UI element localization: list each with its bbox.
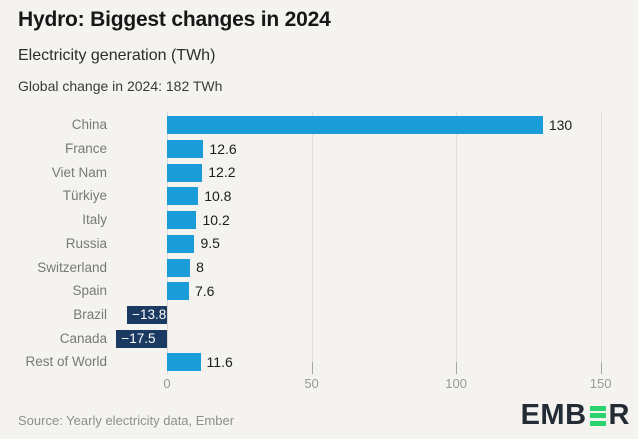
category-label-canada: Canada bbox=[59, 330, 107, 346]
x-axis-tick-100 bbox=[456, 362, 458, 374]
global-change-annotation: Global change in 2024: 182 TWh bbox=[18, 78, 223, 94]
bar-france bbox=[167, 140, 204, 158]
category-label-brazil: Brazil bbox=[73, 306, 107, 322]
value-label-russia: 9.5 bbox=[200, 235, 220, 252]
ember-logo-e-bars-icon bbox=[589, 405, 606, 426]
value-label-switzerland: 8 bbox=[196, 259, 204, 275]
bar-switzerland bbox=[167, 258, 191, 277]
ember-logo-suffix: R bbox=[608, 399, 630, 431]
bar-t-rkiye bbox=[167, 187, 199, 206]
bar-spain bbox=[167, 282, 189, 301]
value-label-spain: 7.6 bbox=[194, 282, 215, 299]
x-axis-tick-label-150: 150 bbox=[589, 376, 612, 391]
chart-title: Hydro: Biggest changes in 2024 bbox=[18, 8, 331, 31]
bar-canada bbox=[116, 329, 167, 348]
category-label-t-rkiye: Türkiye bbox=[62, 188, 107, 204]
bar-rest-of-world bbox=[167, 353, 201, 372]
value-label-viet-nam: 12.2 bbox=[208, 164, 236, 181]
bar-china bbox=[167, 116, 543, 135]
source-credit: Source: Yearly electricity data, Ember bbox=[18, 413, 235, 428]
bar-brazil bbox=[127, 305, 167, 324]
category-label-italy: Italy bbox=[82, 212, 107, 228]
x-axis-tick-50 bbox=[311, 362, 313, 374]
x-axis-tick-label-100: 100 bbox=[445, 376, 467, 391]
value-label-france: 12.6 bbox=[209, 140, 237, 157]
category-label-viet-nam: Viet Nam bbox=[51, 164, 107, 180]
value-label-t-rkiye: 10.8 bbox=[204, 187, 232, 204]
category-label-switzerland: Switzerland bbox=[37, 259, 107, 275]
bar-viet-nam bbox=[167, 163, 203, 182]
bar-russia bbox=[167, 234, 195, 253]
category-label-russia: Russia bbox=[65, 235, 107, 251]
category-label-spain: Spain bbox=[72, 283, 107, 299]
x-axis-tick-label-0: 0 bbox=[163, 376, 171, 391]
category-label-china: China bbox=[71, 117, 107, 133]
value-label-china: 130 bbox=[548, 116, 573, 133]
category-label-france: France bbox=[64, 141, 107, 156]
value-label-rest-of-world: 11.6 bbox=[206, 353, 233, 370]
bar-italy bbox=[167, 211, 197, 230]
gridline-150 bbox=[600, 112, 602, 374]
value-label-brazil: −13.8 bbox=[132, 307, 167, 323]
ember-logo: EMB R bbox=[521, 401, 630, 430]
x-axis-tick-150 bbox=[600, 362, 602, 374]
category-label-rest-of-world: Rest of World bbox=[25, 354, 107, 370]
value-label-italy: 10.2 bbox=[202, 211, 230, 228]
x-axis-tick-label-50: 50 bbox=[304, 376, 319, 391]
gridline-50 bbox=[311, 112, 313, 374]
value-label-canada: −17.5 bbox=[121, 331, 156, 347]
ember-logo-prefix: EMB bbox=[520, 399, 587, 431]
gridline-100 bbox=[456, 112, 458, 374]
chart-subtitle: Electricity generation (TWh) bbox=[18, 47, 216, 64]
